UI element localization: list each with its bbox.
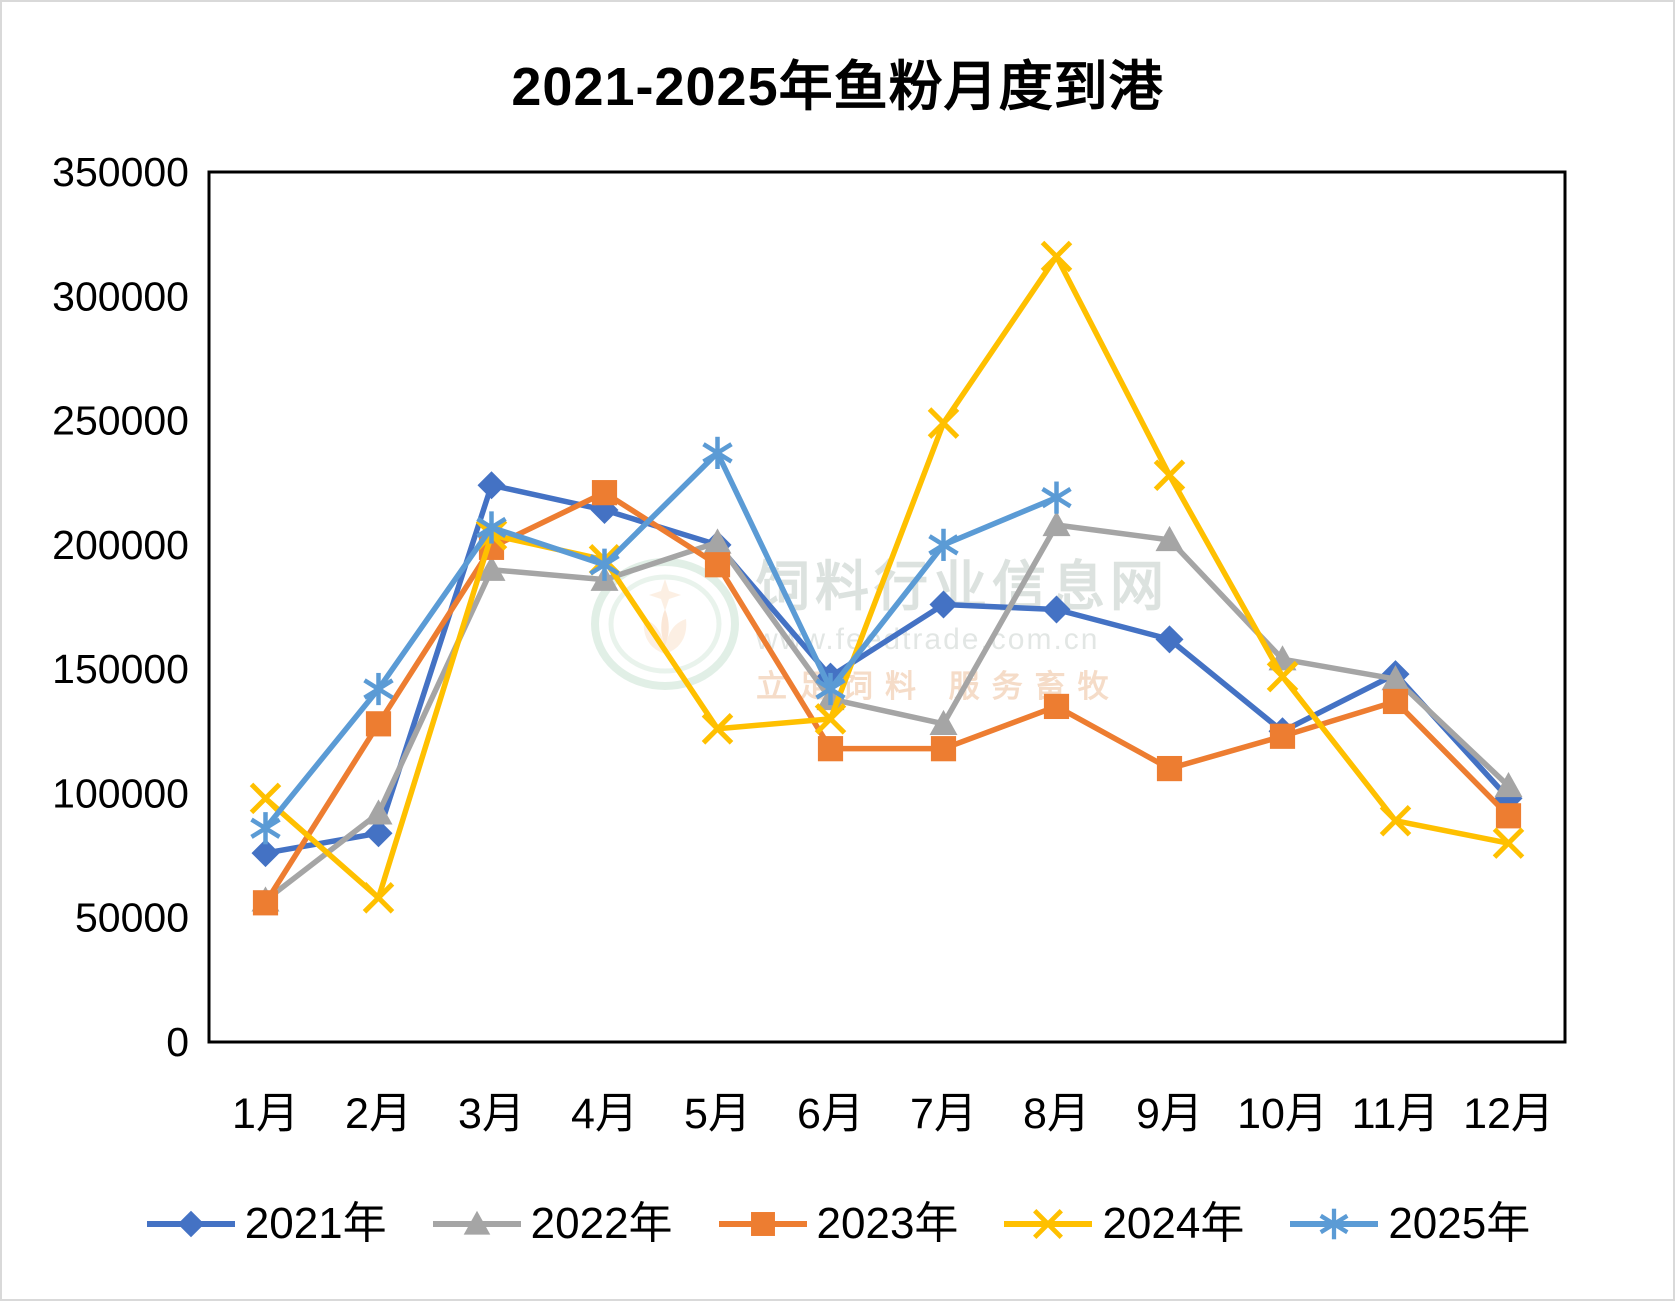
x-axis-label: 11月 [1352,1090,1440,1138]
series-line-2022年 [263,522,1511,903]
square-marker [750,1212,775,1236]
square-marker [817,736,844,762]
legend-label: 2023年 [816,1199,959,1248]
y-axis-tick-label: 350000 [52,149,189,195]
series-line-2023年 [263,489,1511,905]
legend-item-2024年: 2024年 [1002,1202,1244,1246]
legend-item-2023年: 2023年 [717,1199,959,1248]
legend-label: 2024年 [1102,1199,1245,1248]
legend-label: 2022年 [530,1199,673,1248]
x-marker [927,407,960,439]
x-axis-label: 3月 [458,1090,525,1138]
diamond-marker [251,839,280,868]
asterisk-marker [250,812,281,845]
legend-x-swatch [1004,1209,1093,1239]
asterisk-marker [702,436,733,469]
x-axis-label: 10月 [1237,1090,1328,1138]
x-marker [1492,827,1525,859]
square-marker [1156,755,1183,782]
series-line-2024年 [263,253,1510,901]
legend-square-swatch [718,1212,807,1236]
x-marker [1153,459,1186,492]
legend-label: 2021年 [244,1199,387,1248]
x-axis-label: 8月 [1023,1090,1090,1138]
square-marker [252,890,279,916]
legend-diamond-swatch [146,1210,235,1238]
x-axis-label: 12月 [1463,1090,1554,1138]
legend-item-2025年: 2025年 [1288,1202,1530,1246]
square-marker [1382,688,1409,715]
diamond-marker [477,471,506,500]
square-marker [1495,803,1522,829]
x-marker [1033,1209,1064,1239]
x-axis-label: 5月 [684,1090,751,1138]
square-marker [930,736,957,762]
y-axis-tick-label: 50000 [75,895,189,941]
series-line-2025年 [263,450,1058,830]
x-axis-label: 2月 [345,1090,412,1138]
legend-item-2022年: 2022年 [431,1202,673,1246]
triangle-marker [463,1210,490,1235]
triangle-marker [364,799,393,825]
asterisk-marker [928,528,959,561]
series-markers-2025年 [250,436,1072,845]
plot-border [207,170,1567,1044]
asterisk-marker [363,672,394,706]
diamond-marker [929,590,958,619]
asterisk-marker [476,511,507,544]
x-marker [362,882,395,914]
x-axis-label: 1月 [232,1090,299,1138]
x-marker [701,713,734,745]
y-axis-tick-label: 100000 [52,770,189,816]
triangle-marker [1155,525,1184,552]
triangle-marker [929,709,958,736]
series-line-2021年 [265,482,1511,856]
square-marker [704,552,731,578]
x-axis-label: 6月 [797,1090,864,1138]
square-marker [1269,723,1296,749]
chart-title: 2021-2025年鱼粉月度到港 [511,57,1164,117]
square-marker [1043,693,1070,720]
y-axis-tick-label: 0 [166,1019,189,1065]
triangle-marker [477,555,506,581]
x-marker [1379,805,1412,837]
legend-triangle-swatch [432,1210,521,1235]
square-marker [591,480,618,506]
x-axis-label: 4月 [571,1090,638,1138]
diamond-marker [1042,595,1071,624]
legend-label: 2025年 [1388,1199,1531,1248]
asterisk-marker [1319,1208,1349,1240]
y-axis-tick-label: 300000 [52,273,189,319]
chart-legend: 2021年 2022年 2023年 2024年 2025年 [2,1202,1673,1246]
asterisk-marker [815,672,846,706]
x-marker [1040,240,1073,273]
y-axis-tick-label: 250000 [52,398,189,444]
chart-canvas: 0 50000 100000 150000 200000 250000 300000 3500… [52,149,1567,1138]
series-markers-2024年 [249,240,1525,914]
x-marker [814,703,847,735]
diamond-marker [1155,625,1184,654]
asterisk-marker [1041,481,1072,514]
legend-asterisk-swatch [1290,1208,1379,1240]
square-marker [365,711,392,737]
asterisk-marker [589,548,620,581]
diamond-marker [177,1210,205,1238]
y-axis-tick-label: 200000 [52,522,189,568]
x-marker [1266,660,1299,693]
triangle-marker [1042,510,1071,537]
y-axis-tick-label: 150000 [52,646,189,692]
x-axis-label: 9月 [1136,1090,1203,1138]
x-axis-label: 7月 [910,1090,977,1138]
triangle-marker [1494,771,1523,798]
diamond-marker [364,819,393,848]
triangle-marker [1381,665,1410,691]
series-markers-2023年 [252,480,1522,916]
triangle-marker [703,528,732,554]
x-marker [249,782,282,815]
legend-item-2021年: 2021年 [145,1202,387,1246]
